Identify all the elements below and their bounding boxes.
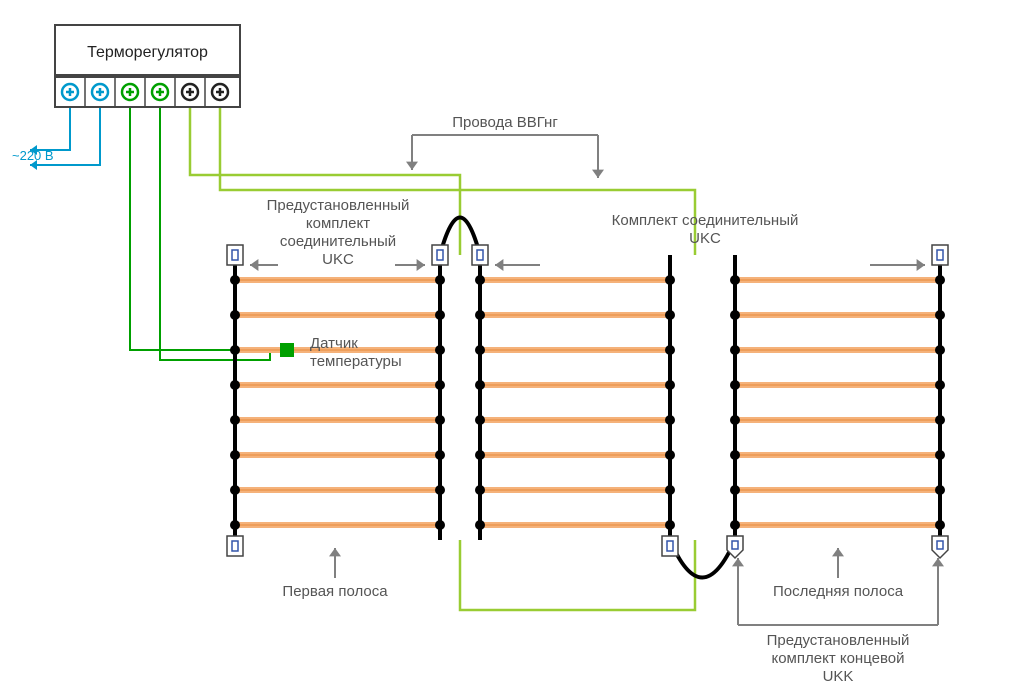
label-temp-sensor: Датчик — [310, 335, 358, 352]
thermostat-label: Терморегулятор — [87, 44, 208, 61]
ukc-terminal — [227, 536, 243, 556]
voltage-label: ~220 В — [12, 148, 54, 163]
ukc-terminal — [227, 245, 243, 265]
label-ukc-pre: соединительный — [280, 233, 396, 250]
temp-sensor — [280, 343, 294, 357]
label-ukk: Предустановленный — [767, 632, 910, 649]
label-temp-sensor: температуры — [310, 353, 402, 370]
ukc-terminal — [472, 245, 488, 265]
ukc-terminal — [662, 536, 678, 556]
ukc-terminal — [432, 245, 448, 265]
label-ukk: UKK — [823, 668, 854, 685]
label-ukc-pre: Предустановленный — [267, 197, 410, 214]
label-last-strip: Последняя полоса — [773, 583, 904, 600]
label-ukc-conn: Комплект соединительный — [612, 212, 799, 229]
label-ukc-conn: UKC — [689, 230, 721, 247]
label-ukk: комплект концевой — [771, 650, 904, 667]
label-first-strip: Первая полоса — [282, 583, 388, 600]
ukc-terminal — [932, 245, 948, 265]
label-ukc-pre: UKC — [322, 251, 354, 268]
label-vvgng: Провода ВВГнг — [452, 114, 558, 131]
label-ukc-pre: комплект — [306, 215, 370, 232]
